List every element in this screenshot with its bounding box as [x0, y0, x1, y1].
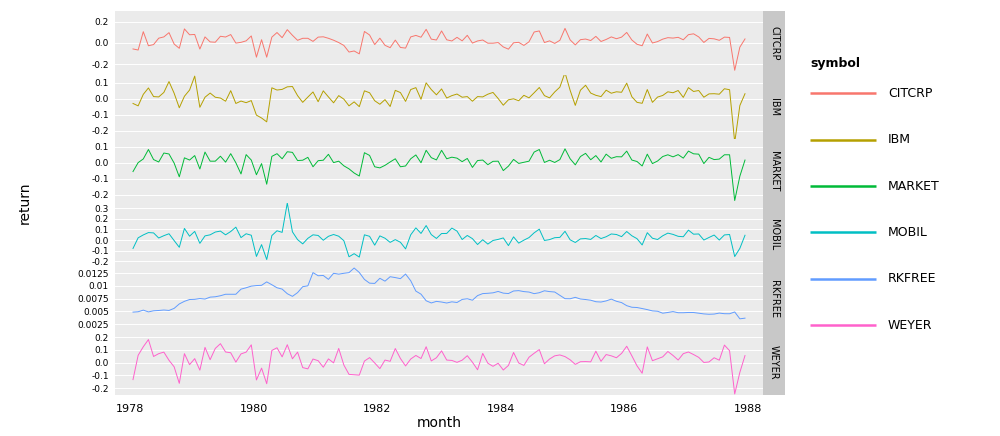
Text: IBM: IBM — [769, 98, 779, 116]
Text: WEYER: WEYER — [769, 345, 779, 380]
Text: MOBIL: MOBIL — [769, 219, 779, 250]
Text: MOBIL: MOBIL — [888, 226, 928, 239]
Text: WEYER: WEYER — [888, 319, 932, 332]
Text: RKFREE: RKFREE — [888, 272, 936, 285]
Text: MARKET: MARKET — [769, 150, 779, 191]
Text: return: return — [18, 181, 32, 224]
Text: IBM: IBM — [888, 133, 911, 146]
Text: MARKET: MARKET — [888, 180, 940, 193]
Text: symbol: symbol — [810, 57, 860, 70]
Text: month: month — [416, 416, 462, 430]
Text: RKFREE: RKFREE — [769, 279, 779, 318]
Text: CITCRP: CITCRP — [769, 26, 779, 60]
Text: CITCRP: CITCRP — [888, 87, 932, 100]
